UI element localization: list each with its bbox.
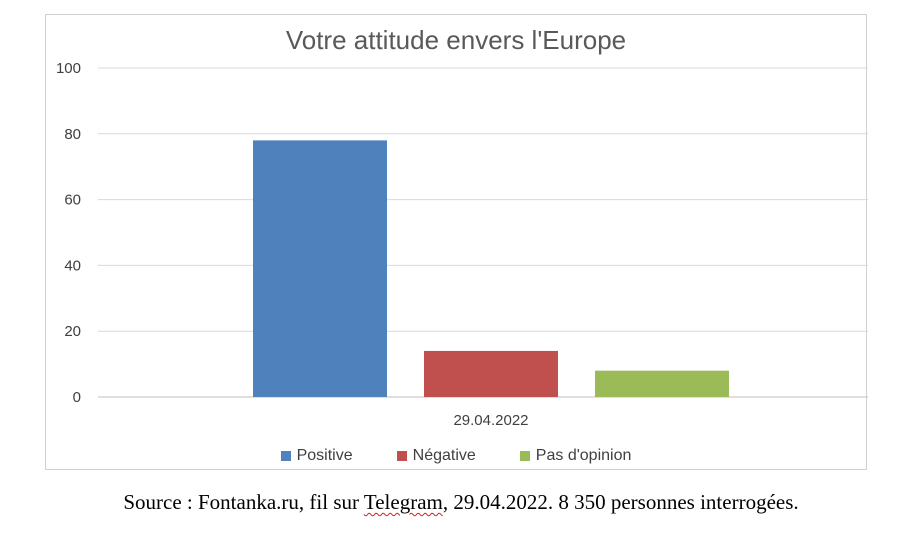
legend-item: Positive: [280, 447, 353, 465]
x-category-label: 29.04.2022: [453, 412, 528, 429]
bar: [595, 370, 729, 397]
y-tick-label: 20: [64, 323, 81, 340]
legend-swatch: [280, 451, 291, 461]
y-tick-label: 60: [64, 192, 81, 209]
bar: [253, 140, 387, 397]
y-tick-label: 0: [73, 389, 81, 406]
source-prefix: Source : Fontanka.ru, fil sur: [123, 490, 364, 514]
bar: [424, 350, 558, 397]
y-tick-label: 40: [64, 257, 81, 274]
source-telegram: Telegram: [363, 490, 443, 514]
source-suffix: , 29.04.2022. 8 350 personnes interrogée…: [442, 490, 799, 514]
legend-swatch: [519, 451, 530, 461]
legend-item: Pas d'opinion: [519, 447, 632, 465]
plot-area: 0 20 40 60 80 100 29.04.2022: [56, 60, 868, 429]
legend-label: Positive: [296, 447, 353, 464]
legend-item: Négative: [396, 447, 476, 465]
y-tick-label: 80: [64, 126, 81, 143]
y-tick-label: 100: [56, 60, 81, 77]
legend: Positive Négative Pas d'opinion: [46, 447, 866, 465]
legend-swatch: [396, 451, 407, 461]
chart-title: Votre attitude envers l'Europe: [285, 25, 627, 55]
source-caption: Source : Fontanka.ru, fil sur Telegram, …: [0, 490, 922, 515]
chart-frame: Votre attitude envers l'Europe 0 20 40 60 80…: [45, 14, 868, 470]
legend-label: Négative: [412, 447, 476, 464]
legend-label: Pas d'opinion: [535, 447, 632, 464]
